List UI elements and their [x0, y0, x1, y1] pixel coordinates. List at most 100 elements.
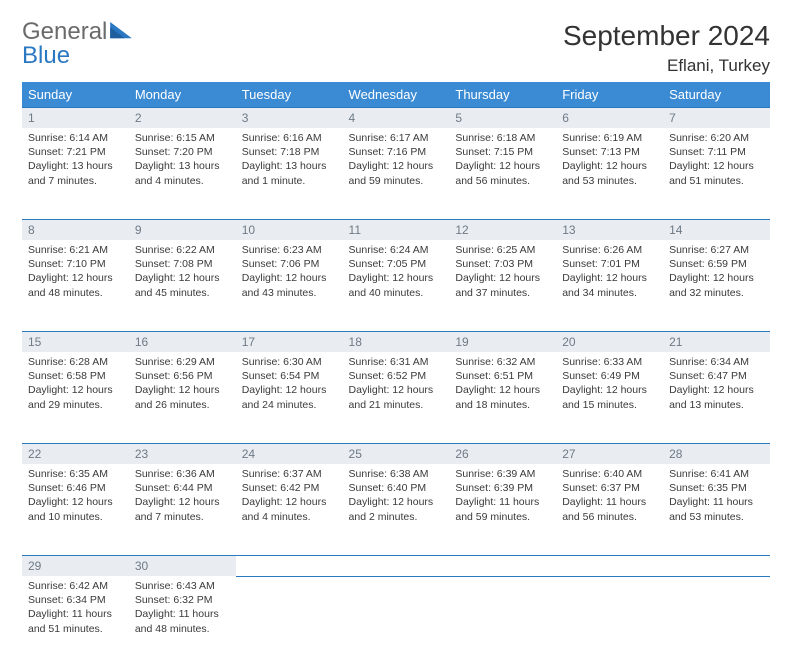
- sunrise-text: Sunrise: 6:40 AM: [562, 467, 657, 481]
- weekday-header: Monday: [129, 82, 236, 108]
- day-number: 24: [236, 444, 343, 465]
- day-number: 20: [556, 332, 663, 353]
- daylight-text: Daylight: 13 hours and 1 minute.: [242, 159, 337, 187]
- day-content-row: Sunrise: 6:42 AMSunset: 6:34 PMDaylight:…: [22, 576, 770, 668]
- logo-word-1: General: [22, 18, 107, 45]
- sunset-text: Sunset: 6:51 PM: [455, 369, 550, 383]
- day-cell: Sunrise: 6:33 AMSunset: 6:49 PMDaylight:…: [556, 352, 663, 444]
- sunrise-text: Sunrise: 6:16 AM: [242, 131, 337, 145]
- day-number: 25: [343, 444, 450, 465]
- day-number-row: 1234567: [22, 108, 770, 129]
- sunrise-text: Sunrise: 6:32 AM: [455, 355, 550, 369]
- day-number-row: 2930: [22, 556, 770, 577]
- day-cell: Sunrise: 6:14 AMSunset: 7:21 PMDaylight:…: [22, 128, 129, 220]
- sunrise-text: Sunrise: 6:17 AM: [349, 131, 444, 145]
- day-cell: Sunrise: 6:34 AMSunset: 6:47 PMDaylight:…: [663, 352, 770, 444]
- day-content-row: Sunrise: 6:14 AMSunset: 7:21 PMDaylight:…: [22, 128, 770, 220]
- day-number: 12: [449, 220, 556, 241]
- day-cell: Sunrise: 6:32 AMSunset: 6:51 PMDaylight:…: [449, 352, 556, 444]
- day-number: 29: [22, 556, 129, 577]
- daylight-text: Daylight: 12 hours and 4 minutes.: [242, 495, 337, 523]
- day-number: 19: [449, 332, 556, 353]
- weekday-header: Wednesday: [343, 82, 450, 108]
- sunrise-text: Sunrise: 6:41 AM: [669, 467, 764, 481]
- sunrise-text: Sunrise: 6:33 AM: [562, 355, 657, 369]
- day-cell: Sunrise: 6:25 AMSunset: 7:03 PMDaylight:…: [449, 240, 556, 332]
- calendar-table: Sunday Monday Tuesday Wednesday Thursday…: [22, 82, 770, 668]
- daylight-text: Daylight: 12 hours and 56 minutes.: [455, 159, 550, 187]
- sunset-text: Sunset: 6:39 PM: [455, 481, 550, 495]
- daylight-text: Daylight: 12 hours and 59 minutes.: [349, 159, 444, 187]
- location: Eflani, Turkey: [563, 56, 770, 76]
- day-number: [556, 556, 663, 577]
- sunset-text: Sunset: 6:56 PM: [135, 369, 230, 383]
- day-cell: Sunrise: 6:30 AMSunset: 6:54 PMDaylight:…: [236, 352, 343, 444]
- day-number: 26: [449, 444, 556, 465]
- day-content-row: Sunrise: 6:21 AMSunset: 7:10 PMDaylight:…: [22, 240, 770, 332]
- daylight-text: Daylight: 11 hours and 59 minutes.: [455, 495, 550, 523]
- daylight-text: Daylight: 12 hours and 29 minutes.: [28, 383, 123, 411]
- sunrise-text: Sunrise: 6:19 AM: [562, 131, 657, 145]
- daylight-text: Daylight: 13 hours and 7 minutes.: [28, 159, 123, 187]
- day-cell: Sunrise: 6:20 AMSunset: 7:11 PMDaylight:…: [663, 128, 770, 220]
- sunset-text: Sunset: 7:05 PM: [349, 257, 444, 271]
- sunrise-text: Sunrise: 6:29 AM: [135, 355, 230, 369]
- day-number: [449, 556, 556, 577]
- daylight-text: Daylight: 11 hours and 56 minutes.: [562, 495, 657, 523]
- sunset-text: Sunset: 6:49 PM: [562, 369, 657, 383]
- day-cell: [449, 576, 556, 668]
- weekday-header: Sunday: [22, 82, 129, 108]
- day-number: 3: [236, 108, 343, 129]
- day-cell: [663, 576, 770, 668]
- weekday-header: Friday: [556, 82, 663, 108]
- daylight-text: Daylight: 12 hours and 21 minutes.: [349, 383, 444, 411]
- day-number: 9: [129, 220, 236, 241]
- sunset-text: Sunset: 7:01 PM: [562, 257, 657, 271]
- sunset-text: Sunset: 7:20 PM: [135, 145, 230, 159]
- day-cell: [236, 576, 343, 668]
- sunset-text: Sunset: 7:06 PM: [242, 257, 337, 271]
- day-number: 23: [129, 444, 236, 465]
- day-number: 16: [129, 332, 236, 353]
- sunset-text: Sunset: 6:34 PM: [28, 593, 123, 607]
- day-cell: Sunrise: 6:31 AMSunset: 6:52 PMDaylight:…: [343, 352, 450, 444]
- sunset-text: Sunset: 7:13 PM: [562, 145, 657, 159]
- day-cell: Sunrise: 6:36 AMSunset: 6:44 PMDaylight:…: [129, 464, 236, 556]
- day-cell: Sunrise: 6:27 AMSunset: 6:59 PMDaylight:…: [663, 240, 770, 332]
- day-number: 13: [556, 220, 663, 241]
- day-number: 6: [556, 108, 663, 129]
- sunrise-text: Sunrise: 6:37 AM: [242, 467, 337, 481]
- day-number: 2: [129, 108, 236, 129]
- day-cell: Sunrise: 6:37 AMSunset: 6:42 PMDaylight:…: [236, 464, 343, 556]
- header: General Blue September 2024 Eflani, Turk…: [22, 20, 770, 76]
- logo-triangle-icon: [110, 22, 132, 40]
- sunrise-text: Sunrise: 6:34 AM: [669, 355, 764, 369]
- daylight-text: Daylight: 12 hours and 7 minutes.: [135, 495, 230, 523]
- month-title: September 2024: [563, 20, 770, 52]
- day-number-row: 891011121314: [22, 220, 770, 241]
- day-cell: Sunrise: 6:29 AMSunset: 6:56 PMDaylight:…: [129, 352, 236, 444]
- sunrise-text: Sunrise: 6:22 AM: [135, 243, 230, 257]
- sunrise-text: Sunrise: 6:24 AM: [349, 243, 444, 257]
- day-content-row: Sunrise: 6:28 AMSunset: 6:58 PMDaylight:…: [22, 352, 770, 444]
- sunrise-text: Sunrise: 6:25 AM: [455, 243, 550, 257]
- day-number: 10: [236, 220, 343, 241]
- day-number: 28: [663, 444, 770, 465]
- sunrise-text: Sunrise: 6:31 AM: [349, 355, 444, 369]
- sunrise-text: Sunrise: 6:26 AM: [562, 243, 657, 257]
- day-number-row: 22232425262728: [22, 444, 770, 465]
- day-cell: Sunrise: 6:24 AMSunset: 7:05 PMDaylight:…: [343, 240, 450, 332]
- daylight-text: Daylight: 12 hours and 26 minutes.: [135, 383, 230, 411]
- daylight-text: Daylight: 12 hours and 10 minutes.: [28, 495, 123, 523]
- day-cell: Sunrise: 6:22 AMSunset: 7:08 PMDaylight:…: [129, 240, 236, 332]
- daylight-text: Daylight: 12 hours and 24 minutes.: [242, 383, 337, 411]
- daylight-text: Daylight: 12 hours and 53 minutes.: [562, 159, 657, 187]
- day-number: 21: [663, 332, 770, 353]
- day-number: 8: [22, 220, 129, 241]
- sunset-text: Sunset: 6:44 PM: [135, 481, 230, 495]
- sunset-text: Sunset: 7:08 PM: [135, 257, 230, 271]
- sunset-text: Sunset: 6:46 PM: [28, 481, 123, 495]
- day-number-row: 15161718192021: [22, 332, 770, 353]
- day-cell: Sunrise: 6:26 AMSunset: 7:01 PMDaylight:…: [556, 240, 663, 332]
- sunrise-text: Sunrise: 6:35 AM: [28, 467, 123, 481]
